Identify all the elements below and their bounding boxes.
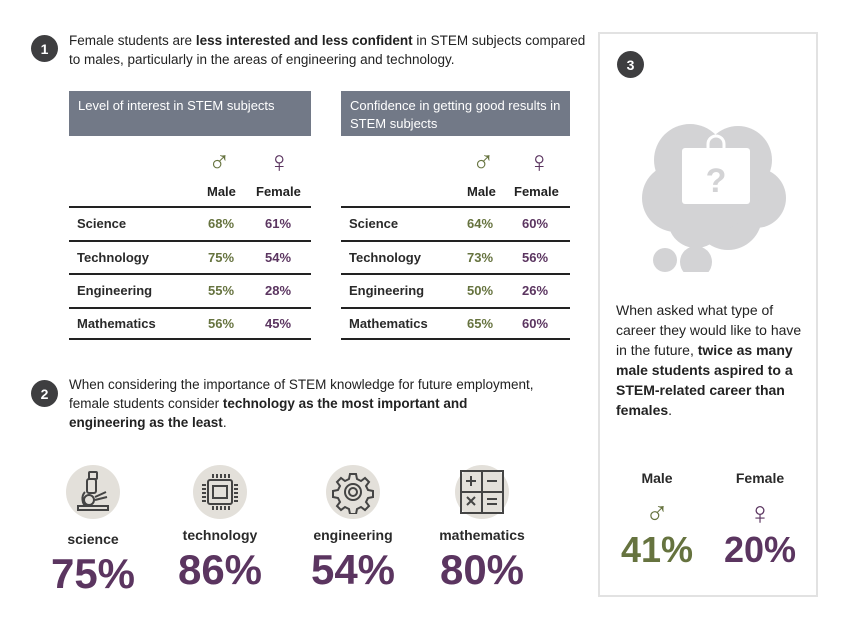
engineering-value: 54% [310, 546, 396, 593]
confidence-table-title: Confidence in getting good results in ST… [341, 91, 570, 136]
confidence-table: Confidence in getting good results in ST… [341, 91, 570, 340]
female-symbol-icon: ♀ [528, 146, 551, 179]
row-subject: Engineering [349, 283, 425, 299]
row-subject: Engineering [77, 283, 153, 299]
female-label: Female [735, 470, 785, 486]
microscope-icon [66, 465, 120, 519]
row-subject: Science [349, 216, 399, 232]
male-symbol-icon: ♂ [472, 146, 495, 179]
section-2-number: 2 [40, 385, 49, 402]
table-row: Mathematics 56% 45% [69, 306, 311, 340]
svg-text:?: ? [706, 162, 727, 200]
male-symbol-icon: ♂ [645, 495, 669, 531]
stem-item-science: science 75% [33, 465, 153, 597]
male-value: 50% [467, 283, 494, 299]
male-career-value: 41% [620, 529, 694, 570]
section-1-text-after: in STEM subjects compared to males, part… [69, 33, 586, 67]
female-career-stat: Female ♀ 20% [715, 470, 805, 570]
technology-value: 86% [177, 546, 263, 593]
interest-table-title: Level of interest in STEM subjects [69, 91, 311, 136]
section-3-text-after: . [668, 402, 673, 418]
male-value: 64% [467, 216, 494, 232]
gear-icon [326, 465, 380, 519]
female-symbol-icon: ♀ [748, 495, 772, 531]
male-value: 65% [467, 315, 494, 331]
female-value: 54% [265, 249, 292, 265]
table-row: Technology 73% 56% [341, 239, 570, 274]
section-3-number: 3 [626, 56, 635, 73]
interest-table-header: ♂ ♀ Male Female [69, 136, 311, 206]
calculator-icon [455, 465, 509, 519]
male-value: 68% [208, 216, 235, 232]
section-1-number: 1 [40, 40, 49, 57]
female-column-label: Female [514, 184, 559, 199]
female-value: 45% [265, 315, 292, 331]
mathematics-label: mathematics [439, 527, 525, 543]
female-column-label: Female [256, 184, 301, 199]
section-3-panel: 3 ? When asked what type of career they … [598, 32, 818, 597]
female-value: 26% [522, 283, 549, 299]
male-column-label: Male [467, 184, 496, 199]
table-row: Science 68% 61% [69, 206, 311, 240]
male-column-label: Male [207, 184, 236, 199]
section-3-text: When asked what type of career they woul… [616, 300, 811, 420]
row-subject: Technology [349, 249, 421, 265]
row-subject: Mathematics [349, 315, 428, 331]
section-2-text: When considering the importance of STEM … [69, 377, 534, 411]
male-value: 56% [208, 315, 235, 331]
stem-item-mathematics: mathematics 80% [422, 465, 542, 593]
female-value: 56% [522, 249, 549, 265]
table-row: Engineering 55% 28% [69, 273, 311, 307]
thought-cloud-briefcase-question-icon: ? [642, 124, 786, 272]
mathematics-value: 80% [439, 546, 525, 593]
section-2-text-after: . [222, 415, 227, 430]
male-career-stat: Male ♂ 41% [612, 470, 702, 570]
engineering-label: engineering [313, 527, 393, 543]
section-1-badge: 1 [31, 35, 58, 62]
stem-item-technology: technology 86% [160, 465, 280, 593]
row-subject: Technology [77, 249, 149, 265]
table-row: Technology 75% 54% [69, 239, 311, 274]
male-symbol-icon: ♂ [208, 146, 231, 179]
section-2-bold-text: technology as the most important and eng… [69, 396, 468, 430]
table-row: Engineering 50% 26% [341, 273, 570, 307]
male-value: 73% [467, 249, 494, 265]
table-row: Mathematics 65% 60% [341, 306, 570, 340]
interest-table: Level of interest in STEM subjects ♂ ♀ M… [69, 91, 311, 340]
male-label: Male [641, 470, 673, 486]
section-3-bold-text: twice as many male students aspired to a… [616, 342, 793, 418]
table-row: Science 64% 60% [341, 206, 570, 240]
female-value: 28% [265, 283, 292, 299]
stem-item-engineering: engineering 54% [293, 465, 413, 593]
section-2-intro: When considering the importance of STEM … [69, 375, 539, 432]
female-value: 60% [522, 216, 549, 232]
science-label: science [67, 531, 119, 547]
science-value: 75% [50, 550, 136, 597]
chip-icon [193, 465, 247, 519]
section-1-bold-text: less interested and less confident [195, 33, 413, 48]
section-3-badge: 3 [617, 51, 644, 78]
female-value: 60% [522, 315, 549, 331]
section-3-text-start: When asked what type of career they woul… [616, 302, 802, 358]
confidence-table-header: ♂ ♀ Male Female [341, 136, 570, 206]
section-1-text: Female students are [69, 33, 196, 48]
section-2-badge: 2 [31, 380, 58, 407]
technology-label: technology [182, 527, 258, 543]
female-career-value: 20% [723, 529, 797, 570]
male-value: 75% [208, 249, 235, 265]
female-symbol-icon: ♀ [268, 146, 291, 179]
male-value: 55% [208, 283, 235, 299]
section-1-intro: Female students are less interested and … [69, 31, 594, 69]
row-subject: Science [77, 216, 127, 232]
row-subject: Mathematics [77, 315, 156, 331]
female-value: 61% [265, 216, 292, 232]
